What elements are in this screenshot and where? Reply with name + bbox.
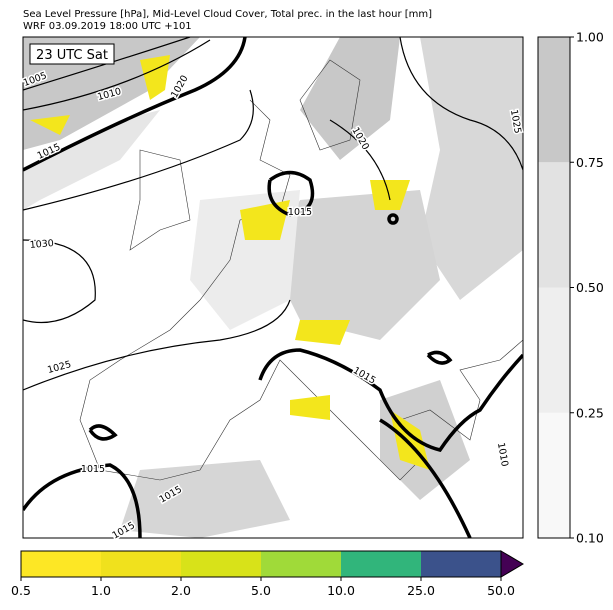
colorbar-segment xyxy=(101,551,181,577)
contour-label: 1015 xyxy=(288,207,312,218)
time-label: 23 UTC Sat xyxy=(36,48,108,63)
colorbar-segment xyxy=(181,551,261,577)
colorbar-extension xyxy=(500,550,524,578)
tick-label: 0.25 xyxy=(576,405,604,420)
tick-label: 10.0 xyxy=(327,583,355,598)
precip-colorbar: 0.5 1.0 2.0 5.0 10.0 25.0 50.0 xyxy=(11,550,524,598)
map-area xyxy=(23,37,523,538)
tick-label: 50.0 xyxy=(487,583,515,598)
isobar-1015 xyxy=(23,37,523,538)
contour-label: 1015 xyxy=(81,464,105,475)
cloud-cover xyxy=(23,37,523,538)
colorbar-segment xyxy=(538,37,570,163)
cloud-colorbar: 0.10 0.25 0.50 0.75 1.00 xyxy=(537,30,604,546)
colorbar-segment xyxy=(421,551,501,577)
colorbar-segment xyxy=(538,162,570,288)
tick-label: 1.00 xyxy=(576,30,604,45)
colorbar-segment xyxy=(341,551,421,577)
colorbar-segment xyxy=(21,551,101,577)
tick-label: 5.0 xyxy=(251,583,271,598)
map-frame xyxy=(22,36,524,539)
colorbar-segment xyxy=(261,551,341,577)
tick-label: 0.50 xyxy=(576,280,604,295)
tick-label: 1.0 xyxy=(91,583,111,598)
colorbar-segment xyxy=(538,412,570,538)
contour-label: 1030 xyxy=(29,238,54,251)
title-line: Sea Level Pressure [hPa], Mid-Level Clou… xyxy=(23,9,432,20)
time-label-box xyxy=(29,43,115,65)
tick-label: 0.10 xyxy=(576,531,604,546)
colorbar-segment xyxy=(538,287,570,413)
tick-label: 0.75 xyxy=(576,155,604,170)
tick-label: 2.0 xyxy=(171,583,191,598)
tick-label: 0.5 xyxy=(11,583,31,598)
tick-label: 25.0 xyxy=(407,583,435,598)
isobars xyxy=(23,37,523,391)
title-line: WRF 03.09.2019 18:00 UTC +101 xyxy=(23,21,192,32)
